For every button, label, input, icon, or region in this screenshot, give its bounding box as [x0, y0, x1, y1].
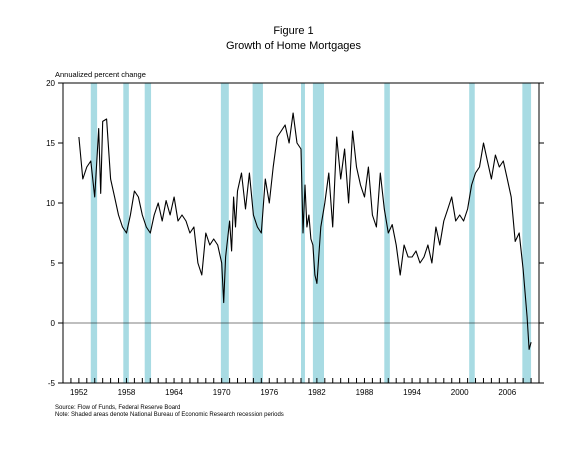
x-tick-label: 2006	[498, 388, 516, 397]
y-tick-label: 15	[46, 139, 55, 148]
y-axis-ticks: -5 0 5 10 15 20	[46, 79, 544, 388]
recession-band-3	[144, 83, 152, 383]
x-tick-label: 1958	[118, 388, 136, 397]
y-tick-label: -5	[48, 379, 56, 388]
figure-number: Figure 1	[273, 25, 314, 37]
x-tick-label: 1970	[213, 388, 231, 397]
series-group	[78, 112, 532, 350]
chart-title: Growth of Home Mortgages	[225, 40, 362, 52]
x-tick-label: 1988	[356, 388, 374, 397]
source-note: Source: Flow of Funds, Federal Reserve B…	[55, 405, 181, 411]
recession-note: Note: Shaded areas denote National Burea…	[55, 412, 284, 418]
x-axis-ticks: 1952 1958 1964 1970 1976 1982 1988 1994 2000 2006	[62, 378, 540, 397]
x-tick-label: 1976	[260, 388, 278, 397]
x-tick-label: 1952	[70, 388, 88, 397]
recession-band-1	[90, 83, 98, 383]
series-line-1	[78, 112, 532, 350]
recession-band-4	[220, 83, 229, 383]
y-tick-label: 10	[46, 199, 55, 208]
x-tick-label: 1964	[165, 388, 183, 397]
x-tick-label: 1982	[308, 388, 326, 397]
y-tick-label: 0	[51, 319, 56, 328]
y-tick-label: 5	[51, 259, 56, 268]
recession-band-5	[252, 83, 263, 383]
recession-band-7	[312, 83, 325, 383]
recession-band-10	[522, 83, 532, 383]
x-tick-label: 1994	[403, 388, 421, 397]
y-tick-label: 20	[46, 79, 55, 88]
y-axis-label: Annualized percent change	[55, 70, 146, 79]
x-tick-label: 2000	[451, 388, 469, 397]
recession-band-8	[384, 83, 390, 383]
recession-band-9	[469, 83, 475, 383]
